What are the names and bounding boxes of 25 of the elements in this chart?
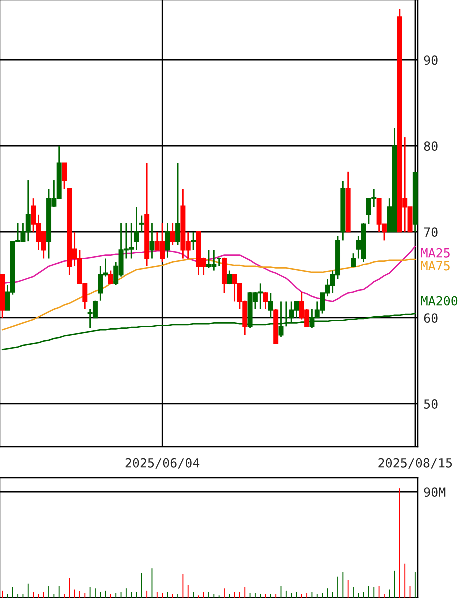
- candlestick: [268, 292, 274, 319]
- candlestick: [134, 206, 140, 251]
- candlestick: [351, 252, 356, 268]
- candlestick: [263, 292, 268, 310]
- y-tick-label: 50: [424, 400, 438, 409]
- x-tick-label: 2025/06/04: [126, 458, 200, 469]
- series-label: MA75: [421, 261, 450, 271]
- candlestick: [150, 222, 155, 260]
- candlestick: [227, 270, 232, 286]
- candlestick: [108, 270, 114, 286]
- candlestick: [139, 215, 144, 233]
- candlestick: [191, 231, 196, 251]
- candlestick: [62, 162, 67, 190]
- x-tick-label: 2025/08/15: [378, 458, 452, 469]
- y-tick-label: 60: [424, 314, 438, 324]
- y-tick-label: 90: [424, 56, 438, 66]
- series-label: MA200: [421, 296, 458, 306]
- line-series: [2, 258, 416, 331]
- y-tick-label: 90M: [424, 488, 446, 498]
- y-tick-label: 80: [424, 142, 438, 152]
- candlestick: [165, 222, 170, 259]
- series-label: MA25: [421, 248, 450, 258]
- y-tick-label: 70: [424, 228, 438, 238]
- candlestick: [176, 162, 181, 246]
- candlestick: [170, 222, 176, 246]
